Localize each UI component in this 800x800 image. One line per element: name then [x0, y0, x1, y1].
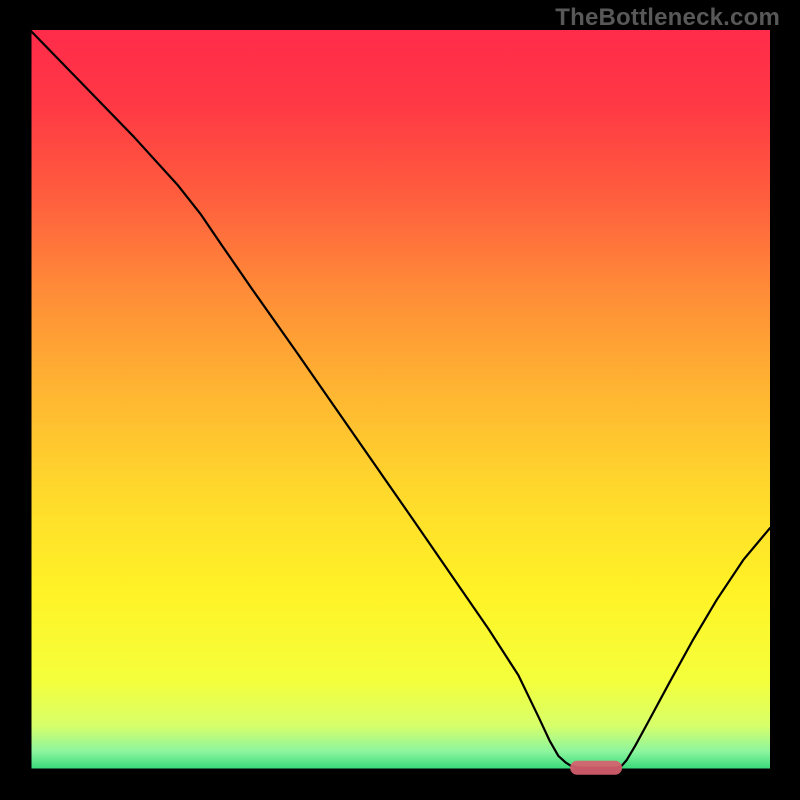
- chart-svg: [0, 0, 800, 800]
- outer-frame: TheBottleneck.com: [0, 0, 800, 800]
- plot-background: [30, 30, 770, 770]
- optimum-marker: [570, 761, 622, 775]
